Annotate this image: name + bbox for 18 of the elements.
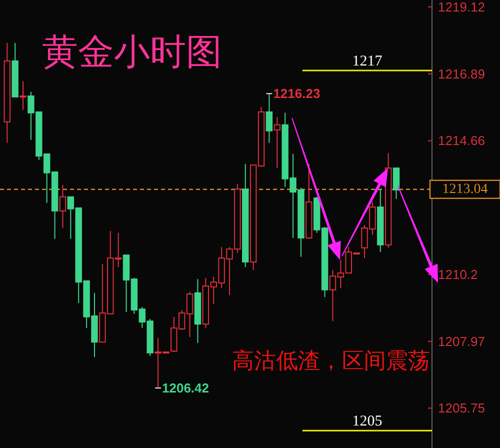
ref-line-label: 1217 xyxy=(352,54,383,70)
y-tick-label: 1216.89 xyxy=(438,66,485,82)
y-tick-label: 1214.66 xyxy=(438,133,485,148)
candlestick xyxy=(392,168,400,200)
y-tick-label: 1210.2 xyxy=(438,267,478,282)
y-tick-label: 1219.12 xyxy=(438,0,485,14)
y-tick-label: 1207.97 xyxy=(438,334,485,349)
candlestick xyxy=(274,116,281,169)
annotation: 1206.42 xyxy=(162,380,210,396)
candlestick xyxy=(20,80,26,110)
candlestick xyxy=(266,93,273,144)
ref-line-label: 1205 xyxy=(352,414,382,430)
text: 黄金小时图 xyxy=(42,31,222,72)
ref-line-label: 1213.04 xyxy=(442,182,488,197)
candlestick xyxy=(59,184,66,229)
y-tick-label: 1205.75 xyxy=(438,400,485,416)
annotation: 1216.23 xyxy=(273,86,320,102)
annotation: 高沽低渣，区间震荡 xyxy=(232,348,430,373)
